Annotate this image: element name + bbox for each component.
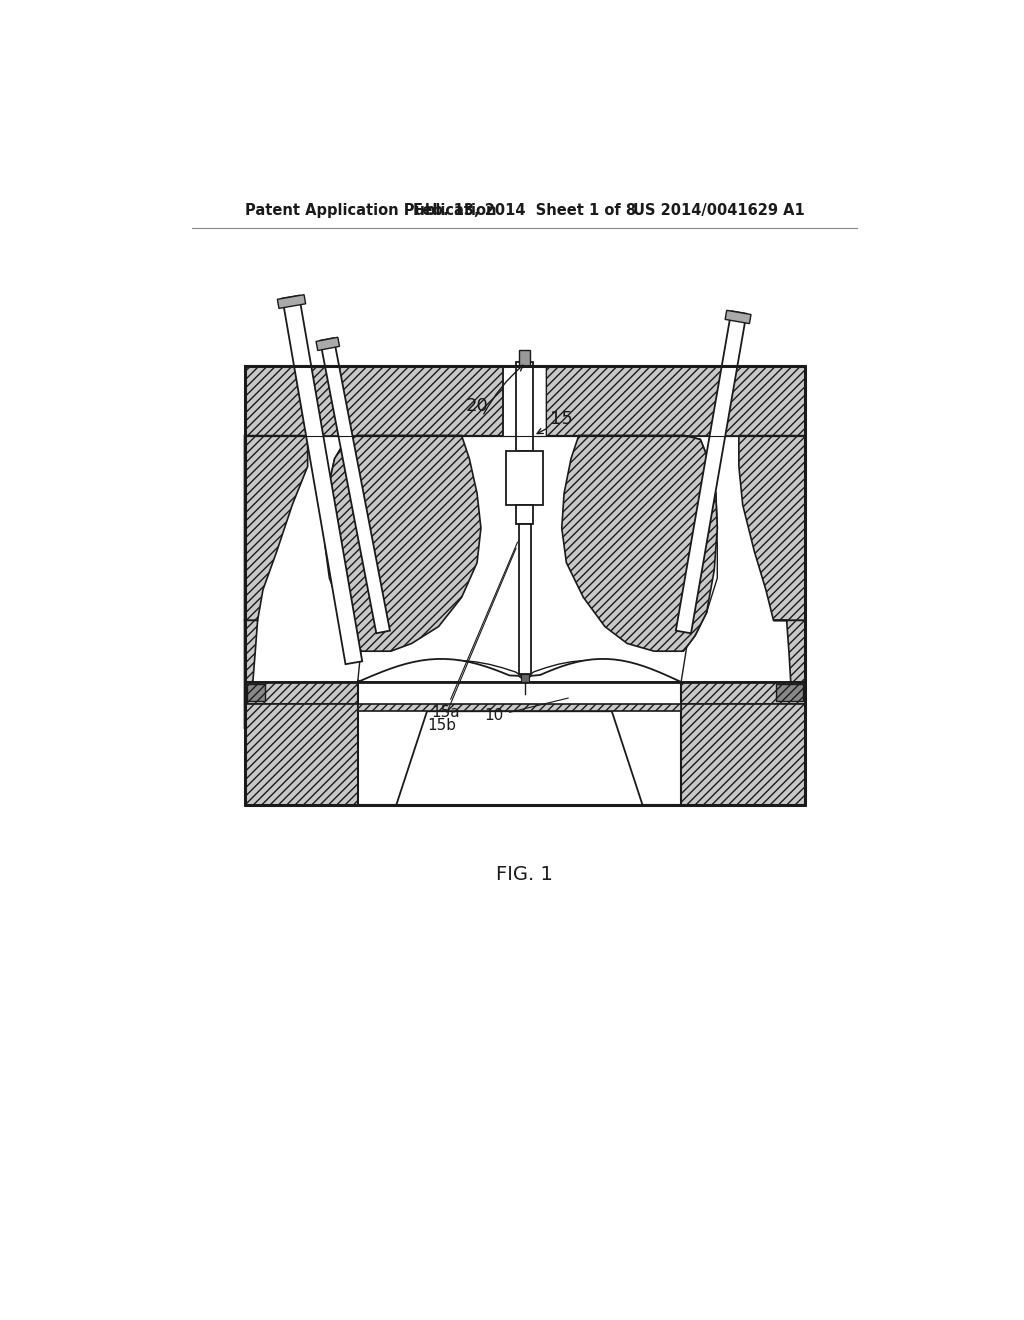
Bar	[245, 367, 805, 805]
Polygon shape	[245, 436, 307, 620]
Polygon shape	[562, 436, 717, 651]
Text: Patent Application Publication: Patent Application Publication	[245, 203, 496, 218]
Bar	[519, 350, 530, 366]
Polygon shape	[357, 682, 681, 805]
Bar	[506, 451, 544, 504]
Polygon shape	[245, 704, 357, 805]
Polygon shape	[773, 620, 805, 729]
Polygon shape	[245, 682, 250, 729]
Text: 20: 20	[466, 397, 488, 416]
Polygon shape	[562, 436, 717, 651]
Text: 10: 10	[484, 698, 568, 723]
Polygon shape	[325, 436, 481, 651]
Text: FIG. 1: FIG. 1	[497, 865, 553, 884]
Polygon shape	[676, 312, 746, 634]
Polygon shape	[321, 338, 390, 634]
Polygon shape	[725, 310, 751, 323]
Polygon shape	[283, 296, 362, 664]
Polygon shape	[547, 367, 805, 436]
Polygon shape	[245, 620, 258, 729]
Polygon shape	[245, 367, 503, 436]
Bar	[521, 675, 528, 682]
Polygon shape	[357, 704, 681, 711]
Text: 15: 15	[550, 409, 573, 428]
Polygon shape	[739, 436, 805, 620]
Polygon shape	[247, 684, 265, 701]
Polygon shape	[325, 436, 481, 651]
Polygon shape	[396, 711, 643, 805]
Polygon shape	[795, 682, 805, 729]
Polygon shape	[776, 684, 803, 701]
Polygon shape	[357, 659, 681, 682]
Bar	[516, 506, 534, 524]
Polygon shape	[681, 682, 805, 704]
Polygon shape	[681, 704, 805, 805]
Bar	[518, 524, 531, 675]
Polygon shape	[245, 682, 357, 704]
Text: Feb. 13, 2014  Sheet 1 of 8: Feb. 13, 2014 Sheet 1 of 8	[414, 203, 636, 218]
Polygon shape	[316, 337, 340, 351]
Text: 15b: 15b	[427, 548, 516, 733]
Text: 15a: 15a	[431, 543, 517, 719]
Bar	[516, 363, 534, 451]
Text: US 2014/0041629 A1: US 2014/0041629 A1	[633, 203, 805, 218]
Polygon shape	[278, 294, 305, 309]
Polygon shape	[325, 367, 717, 682]
